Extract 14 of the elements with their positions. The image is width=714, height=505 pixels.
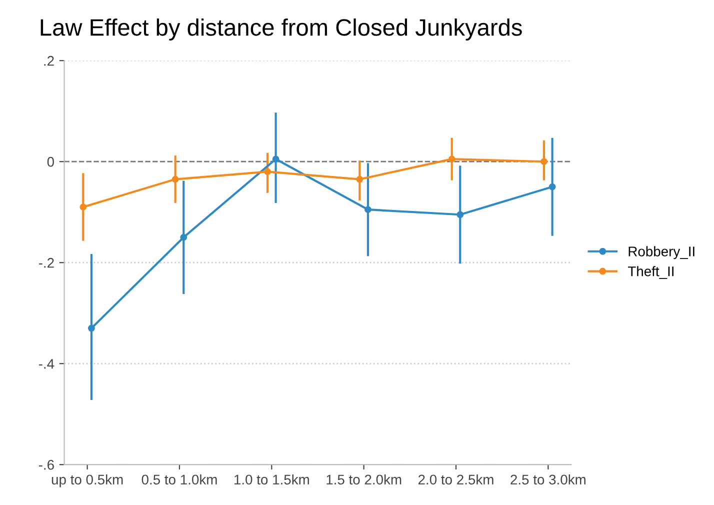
x-tick-label: 0.5 to 1.0km	[142, 474, 217, 485]
x-tick-label: 1.5 to 2.0km	[326, 474, 402, 485]
x-tick-label: 2.0 to 2.5km	[418, 474, 494, 485]
y-tick-label: -.6	[38, 460, 54, 470]
y-tick-label: 0	[47, 156, 54, 167]
y-tick-label: .2	[44, 56, 54, 66]
legend-label: Robbery_II	[628, 246, 694, 260]
x-tick-label: 1.0 to 1.5km	[234, 474, 309, 485]
x-tick-label: up to 0.5km	[52, 474, 123, 488]
chart-title: Law Effect by distance from Closed Junkyards	[40, 18, 522, 40]
x-tick-label: 2.5 to 3.0km	[510, 474, 586, 485]
y-tick-label: -.2	[38, 258, 54, 268]
y-tick-label: -.4	[38, 359, 54, 369]
legend-label: Theft_II	[628, 266, 674, 279]
